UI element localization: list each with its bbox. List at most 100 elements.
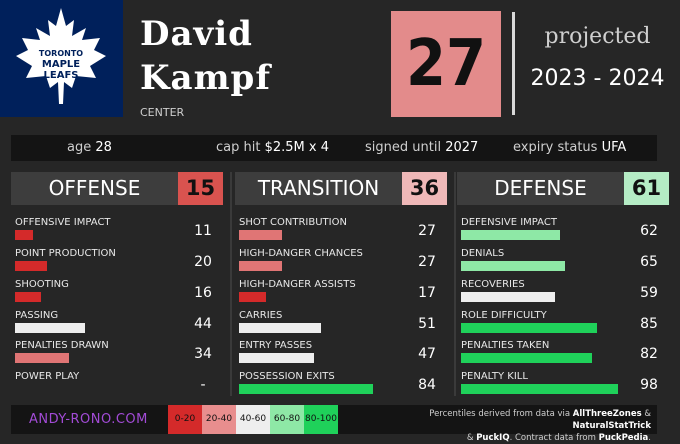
stat-bar [461, 261, 565, 271]
stat-bar [15, 261, 47, 271]
stat-row: PASSING 44 [11, 310, 223, 340]
stat-bar [461, 292, 555, 302]
stat-bar [461, 323, 597, 333]
stat-bar [239, 353, 314, 363]
projection-label: projected [544, 24, 651, 49]
stat-label: PENALTIES DRAWN [15, 340, 109, 351]
stat-bar [239, 323, 321, 333]
stat-label: PENALTIES TAKEN [461, 340, 550, 351]
stat-row: POSSESSION EXITS 84 [235, 371, 447, 401]
stat-label: POSSESSION EXITS [239, 371, 335, 382]
panel-score: 15 [178, 172, 223, 205]
panel-defense: DEFENSE 61 DEFENSIVE IMPACT 62 DENIALS 65 RECO… [457, 172, 669, 394]
stat-value: 84 [418, 377, 436, 393]
panel-divider [230, 172, 232, 396]
stat-label: CARRIES [239, 310, 283, 321]
stat-row: RECOVERIES 59 [457, 279, 669, 309]
stat-label: SHOOTING [15, 279, 69, 290]
legend-swatch: 80-100 [304, 405, 338, 434]
panel-header: DEFENSE 61 [457, 172, 669, 205]
stat-label: RECOVERIES [461, 279, 525, 290]
stat-row: PENALTY KILL 98 [457, 371, 669, 401]
panel-offense: OFFENSE 15 OFFENSIVE IMPACT 11 POINT PRODUCT… [11, 172, 223, 393]
stat-value: 85 [640, 316, 658, 332]
stat-label: ROLE DIFFICULTY [461, 310, 547, 321]
stat-row: ENTRY PASSES 47 [235, 340, 447, 370]
stat-bar [15, 353, 69, 363]
source-naturalstattrick: NaturalStatTrick [572, 421, 651, 431]
stat-row: HIGH-DANGER ASSISTS 17 [235, 279, 447, 309]
panel-score: 36 [402, 172, 447, 205]
stat-label: HIGH-DANGER CHANCES [239, 248, 363, 259]
legend-swatch: 40-60 [236, 405, 270, 434]
legend-swatch: 60-80 [270, 405, 304, 434]
stat-bar [461, 353, 592, 363]
stat-label: PENALTY KILL [461, 371, 528, 382]
stat-bar [239, 384, 373, 394]
team-logo: TORONTO MAPLE LEAFS [0, 0, 123, 117]
site-link[interactable]: ANDY-RONO.COM [29, 412, 148, 427]
cap-value: $2.5M x 4 [264, 140, 329, 155]
stat-value: 51 [418, 316, 436, 332]
panel-header: OFFENSE 15 [11, 172, 223, 205]
logo-text-2: MAPLE [42, 59, 80, 70]
stat-row: POINT PRODUCTION 20 [11, 248, 223, 278]
signed-value: 2027 [445, 140, 479, 155]
stat-row: DEFENSIVE IMPACT 62 [457, 217, 669, 247]
stat-row: HIGH-DANGER CHANCES 27 [235, 248, 447, 278]
stat-label: DEFENSIVE IMPACT [461, 217, 557, 228]
stat-label: POWER PLAY [15, 371, 80, 382]
stat-bar [15, 292, 41, 302]
source-allthreezones: AllThreeZones [572, 409, 642, 419]
stat-value: 11 [194, 223, 212, 239]
player-first-name: David [140, 14, 253, 54]
stat-value: 20 [194, 254, 212, 270]
stat-value: 82 [640, 346, 658, 362]
stat-row: OFFENSIVE IMPACT 11 [11, 217, 223, 247]
stat-value: 98 [640, 377, 658, 393]
stat-label: ENTRY PASSES [239, 340, 313, 351]
age-value: 28 [95, 140, 112, 155]
source-puckpedia: PuckPedia [598, 433, 649, 443]
cap-info: cap hit $2.5M x 4 [216, 140, 329, 155]
signed-info: signed until 2027 [365, 140, 479, 155]
footer: ANDY-RONO.COM 0-20 20-40 40-60 60-80 80-100 … [11, 405, 657, 443]
source-puckiq: PuckIQ [476, 433, 510, 443]
player-position: CENTER [140, 106, 185, 119]
stat-value: 47 [418, 346, 436, 362]
stat-row: SHOOTING 16 [11, 279, 223, 309]
stat-value: 27 [418, 254, 436, 270]
panel-divider [454, 172, 456, 396]
credits: Percentiles derived from data via AllThr… [429, 409, 651, 443]
panel-transition: TRANSITION 36 SHOT CONTRIBUTION 27 HIGH-DANG… [235, 172, 447, 394]
stat-value: 44 [194, 316, 212, 332]
stat-bar [461, 230, 560, 240]
panel-title: OFFENSE [48, 176, 141, 200]
stat-value: 34 [194, 346, 212, 362]
stat-row: DENIALS 65 [457, 248, 669, 278]
panel-score: 61 [624, 172, 669, 205]
player-last-name: Kampf [140, 58, 271, 98]
stat-row: POWER PLAY - [11, 371, 223, 401]
stat-value: - [200, 377, 206, 393]
stat-row: CARRIES 51 [235, 310, 447, 340]
stat-row: ROLE DIFFICULTY 85 [457, 310, 669, 340]
stat-label: HIGH-DANGER ASSISTS [239, 279, 356, 290]
stat-row: PENALTIES DRAWN 34 [11, 340, 223, 370]
info-bar: age 28 cap hit $2.5M x 4 signed until 20… [11, 135, 657, 161]
panel-title: TRANSITION [257, 176, 380, 200]
stat-label: POINT PRODUCTION [15, 248, 116, 259]
header-divider [512, 12, 515, 115]
stat-row: SHOT CONTRIBUTION 27 [235, 217, 447, 247]
stat-bar [15, 230, 33, 240]
stat-value: 27 [418, 223, 436, 239]
stat-bar [239, 230, 282, 240]
expiry-value: UFA [601, 140, 627, 155]
stat-bar [461, 384, 618, 394]
stat-label: DENIALS [461, 248, 505, 259]
percentile-legend: 0-20 20-40 40-60 60-80 80-100 [168, 405, 338, 434]
stat-label: PASSING [15, 310, 59, 321]
legend-swatch: 0-20 [168, 405, 202, 434]
stat-value: 65 [640, 254, 658, 270]
stat-bar [15, 323, 85, 333]
